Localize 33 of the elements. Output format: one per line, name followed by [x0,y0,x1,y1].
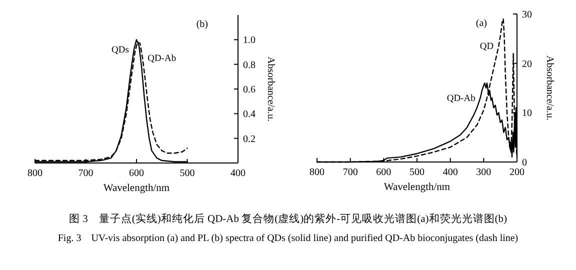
caption: Fig. 3 UV-vis absorption (a) and PL (b) spectra of QDs (solid line) and purified QD-Ab bioconjugates (dash line) [58,233,518,244]
x-tick-label: 400 [442,167,458,178]
y-tick-label: 0.4 [243,109,256,120]
x-tick-label: 700 [342,167,358,178]
x-tick-label: 600 [376,167,392,178]
y-tick-label: 0.8 [243,60,256,71]
y-tick-label: 1.0 [243,35,256,46]
x-tick-label: 500 [180,168,195,179]
y-tick-label: 10 [522,108,532,120]
y-tick-label: 20 [522,58,532,70]
y-tick-label: 0.2 [243,134,256,145]
x-tick-label: 300 [476,167,492,178]
x-tick-label: 800 [28,168,42,179]
x-tick-label: 200 [510,167,524,178]
x-tick-label: 700 [78,168,94,179]
y-tick-label: 0 [522,158,527,168]
annotation: (a) [476,18,487,29]
y-tick-label: 30 [522,10,532,20]
x-axis-title: Wavelength/nm [384,182,450,193]
x-axis-title: Wavelength/nm [103,183,170,194]
x-tick-label: 400 [230,168,246,179]
x-tick-label: 600 [129,168,144,179]
y-axis-title: Absorbance/a.u. [265,56,276,122]
x-tick-label: 500 [410,167,424,178]
y-axis-title: Absorbance/a.u. [544,56,555,120]
x-tick-label: 800 [310,167,324,178]
series-label: QDs [112,46,130,56]
series-label: QD-Ab [446,94,476,104]
annotation: (b) [196,19,208,30]
series-label: QD [480,42,494,52]
y-tick-label: 0.6 [243,84,256,96]
series-label: QD-Ab [148,54,176,64]
caption: 图 3 量子点(实线)和纯化后 QD-Ab 复合物(虚线)的紫外-可见吸收光谱图(a)和荧光光谱图(b) [69,212,508,225]
